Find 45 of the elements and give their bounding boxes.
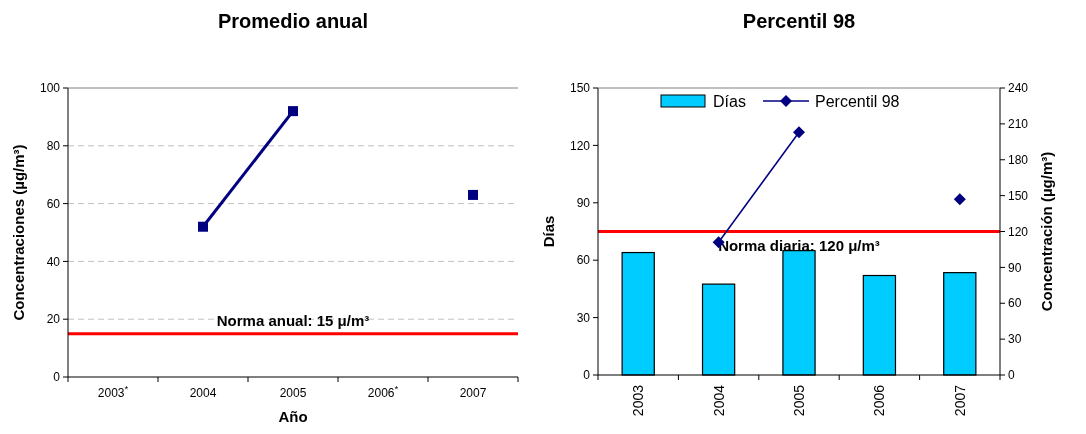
x-tick-label: 2005 — [790, 384, 807, 417]
y2-tick-label: 210 — [1008, 117, 1029, 132]
y2-tick-label: 240 — [1008, 81, 1029, 96]
y-tick-label: 20 — [46, 312, 61, 327]
chart-title: Promedio anual — [217, 10, 369, 32]
x-tick-label: 2006 — [871, 384, 888, 417]
y-tick-label: 0 — [583, 368, 591, 383]
y2-tick-label: 30 — [1008, 332, 1022, 347]
y2-tick-label: 90 — [1008, 260, 1022, 275]
y-tick-label: 0 — [53, 370, 61, 385]
y-tick-label: 90 — [576, 196, 591, 210]
legend-label: Días — [713, 92, 746, 110]
y2-tick-label: 0 — [1008, 368, 1015, 383]
y2-tick-label: 60 — [1008, 296, 1022, 311]
y-tick-label: 30 — [576, 310, 591, 325]
y2-tick-label: 180 — [1008, 152, 1029, 167]
x-tick-label: 2005 — [279, 386, 307, 400]
x-tick-label: 2003$^{*}$ — [97, 382, 129, 400]
x-tick-label: 2003 — [630, 384, 647, 417]
y-tick-label: 150 — [569, 81, 591, 96]
point — [793, 126, 805, 139]
y-tick-label: 60 — [576, 253, 591, 268]
x-tick-label: 2004 — [189, 386, 217, 400]
x-axis-title: Año — [278, 408, 308, 425]
point — [953, 193, 966, 206]
y-axis-title: Concentraciones (µg/m³) — [10, 144, 27, 321]
x-tick-label: 2004 — [710, 384, 727, 417]
point — [288, 106, 298, 117]
y2-tick-label: 120 — [1008, 224, 1029, 239]
x-tick-label: 2007 — [459, 386, 487, 400]
legend-label: Percentil 98 — [815, 92, 900, 110]
point — [468, 189, 478, 200]
point — [198, 221, 208, 232]
y-tick-label: 120 — [569, 138, 591, 153]
y2-tick-label: 150 — [1008, 188, 1029, 203]
y-tick-label: 80 — [46, 139, 61, 153]
x-tick-label: 2006$^{*}$ — [367, 382, 399, 400]
y-tick-label: 40 — [46, 254, 61, 269]
y-tick-label: 100 — [39, 81, 61, 96]
ref-line-label: Norma anual: 15 μ/m³ — [216, 311, 370, 329]
x-tick-label: 2007 — [951, 384, 968, 417]
y-tick-label: 60 — [46, 196, 61, 211]
y-axis-title: Días — [540, 215, 557, 248]
chart-title: Percentil 98 — [742, 10, 856, 32]
y2-axis-title: Concentración (µg/m³) — [1038, 151, 1055, 312]
